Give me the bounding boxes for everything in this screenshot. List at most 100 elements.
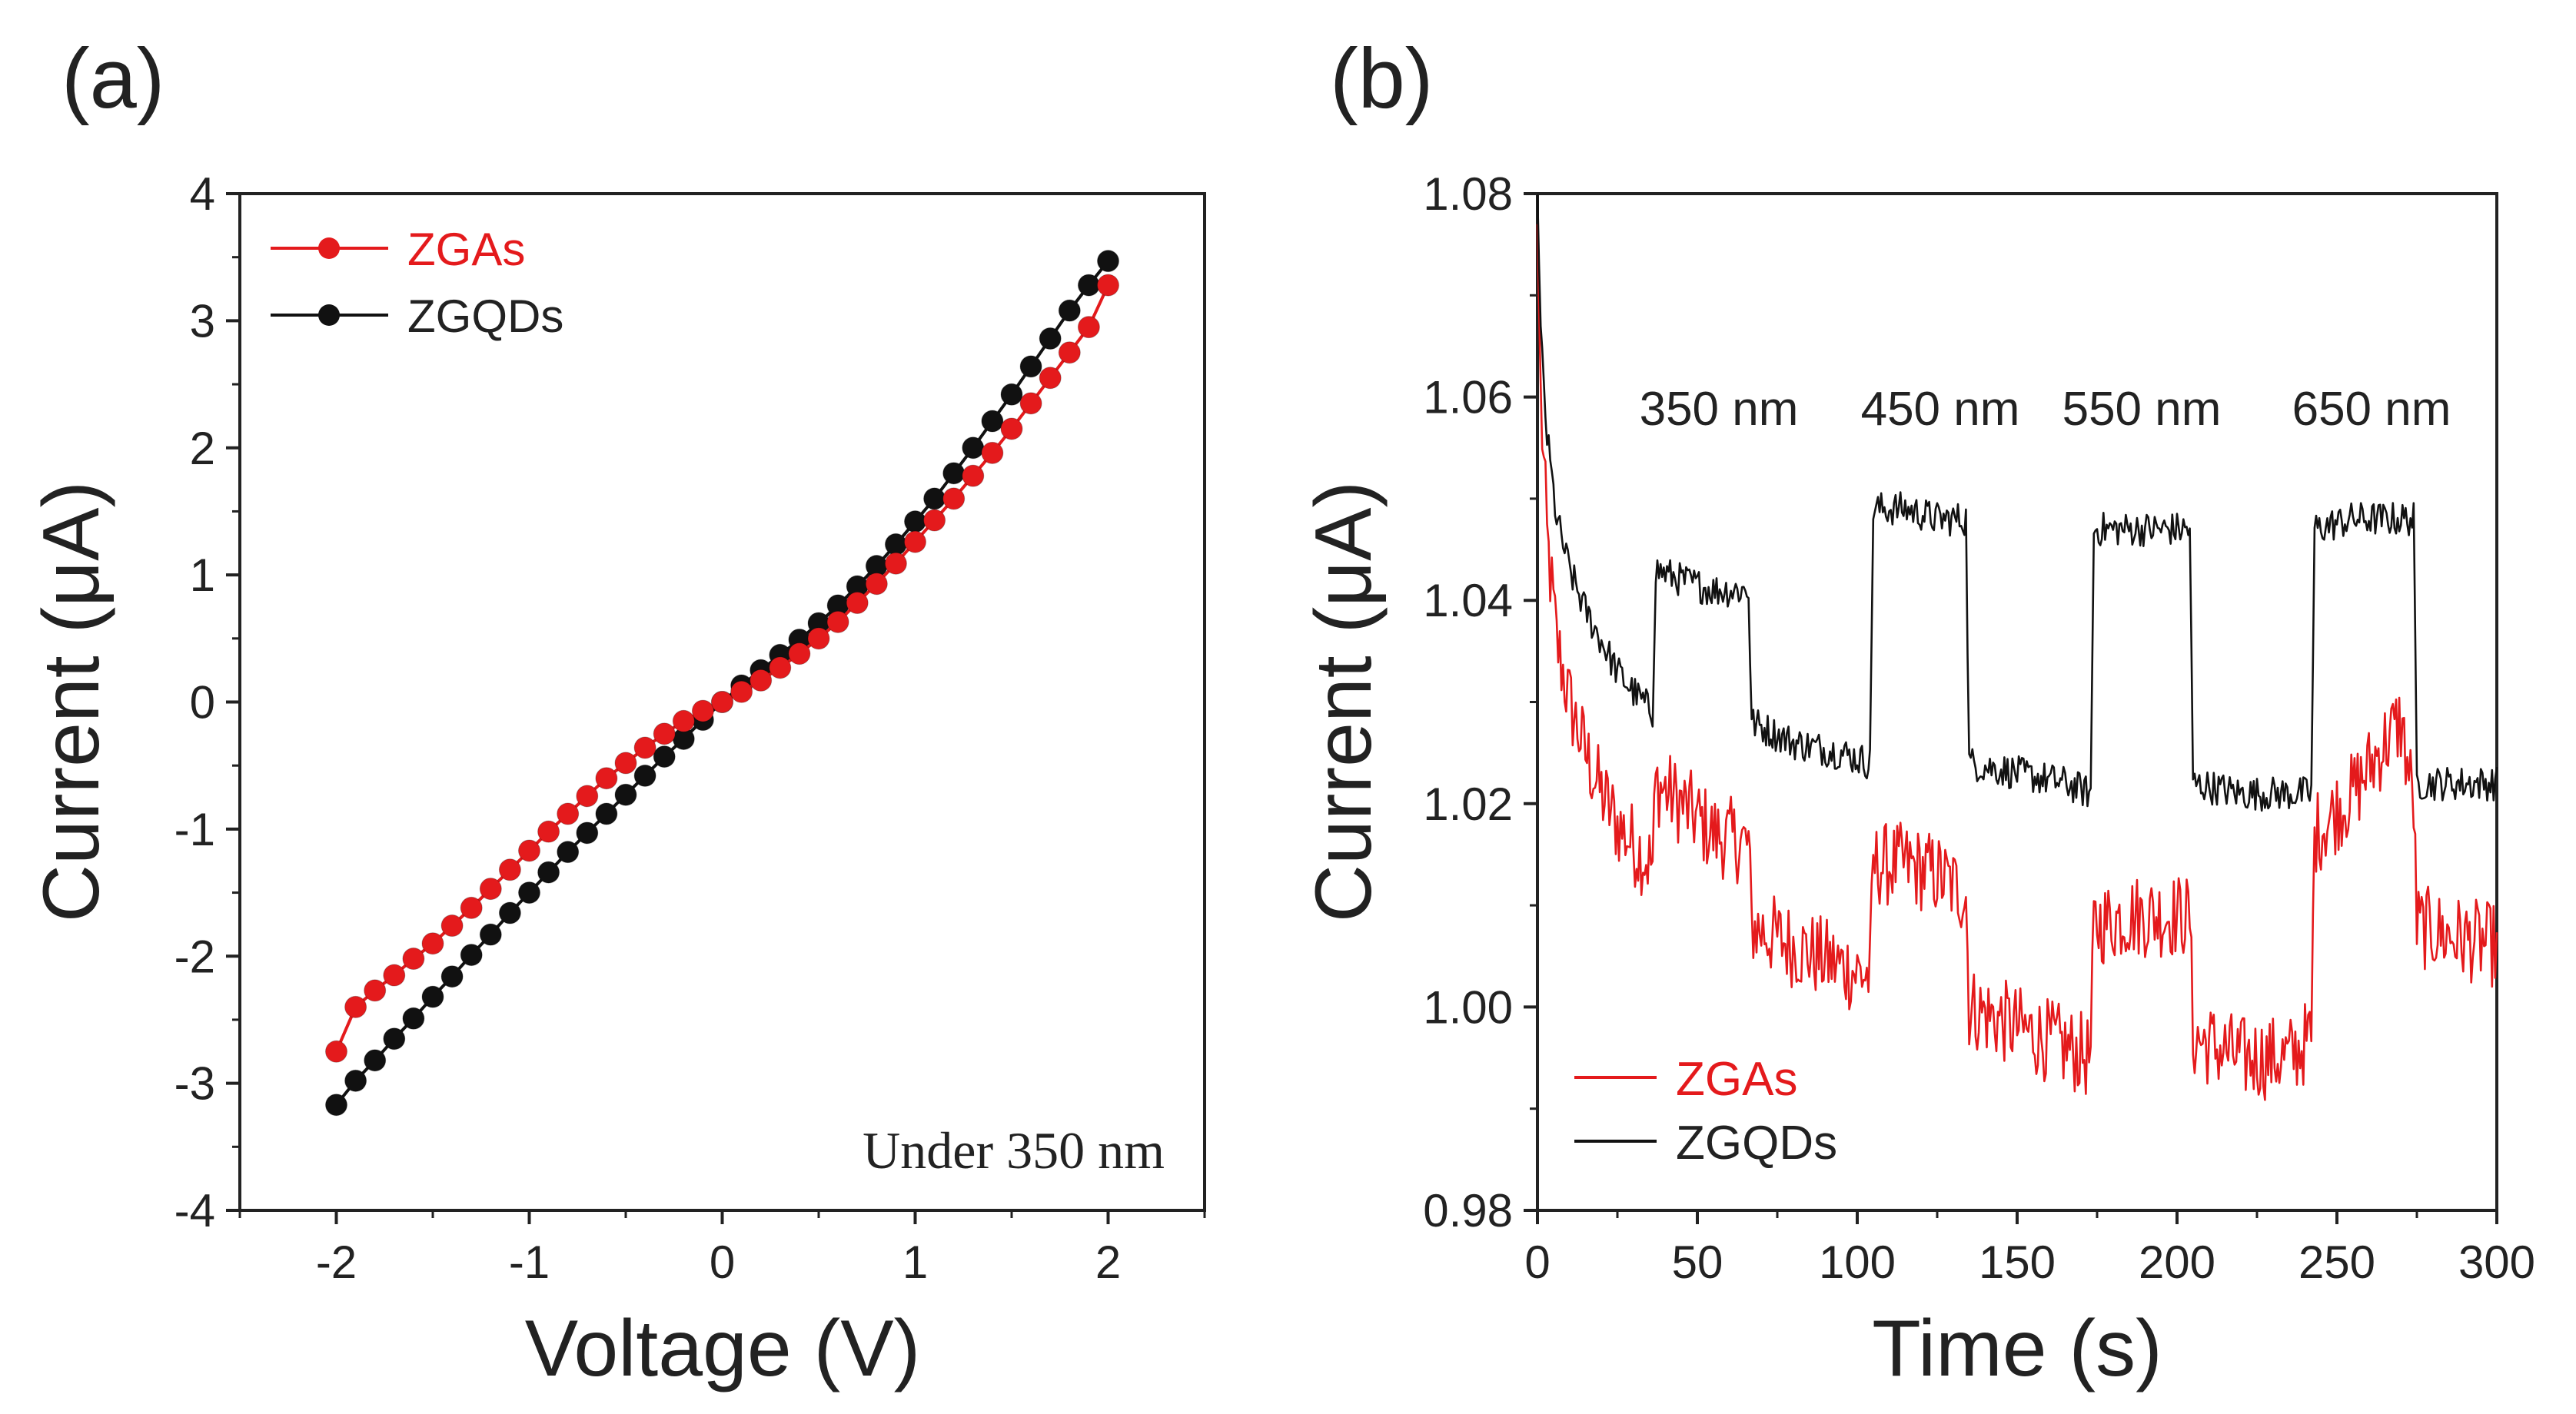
data-point-zgas <box>691 699 714 722</box>
panel-a-y-tick-label: 4 <box>190 168 215 220</box>
panel-b-x-tick-label: 50 <box>1672 1236 1723 1288</box>
panel-b-y-tick-label: 1.08 <box>1423 168 1513 220</box>
panel-a-y-tick-label: 0 <box>190 677 215 729</box>
panel-a: (a) -2 -1 0 1 2 -4 -3 -2 -1 0 1 2 3 4 Voltage (V) Cur… <box>27 32 1206 1393</box>
data-point-zgqds <box>325 1094 347 1117</box>
data-point-zgqds <box>402 1007 425 1030</box>
data-point-zgas <box>769 656 792 679</box>
data-point-zgas <box>730 680 753 703</box>
data-point-zgas <box>344 995 367 1018</box>
data-point-zgqds <box>1077 274 1100 297</box>
data-point-zgas <box>537 820 560 843</box>
data-point-zgas <box>460 896 483 919</box>
panel-a-y-tick-label: 3 <box>190 295 215 347</box>
data-point-zgqds <box>479 923 502 946</box>
panel-b-ticks: 0 50 100 150 200 250 300 0.98 1.00 1.02 1.04 1.06 1.… <box>1423 168 2535 1288</box>
data-point-zgqds <box>557 841 580 864</box>
data-point-zgqds <box>595 802 618 825</box>
data-point-zgas <box>942 487 966 510</box>
panel-a-y-tick-label: -2 <box>175 931 215 982</box>
data-point-zgqds <box>421 985 444 1008</box>
panel-a-x-tick-label: 2 <box>1095 1236 1121 1288</box>
data-point-zgas <box>672 709 695 732</box>
panel-b-x-tick-label: 250 <box>2298 1236 2375 1288</box>
data-point-zgqds <box>383 1027 406 1051</box>
data-point-zgas <box>904 530 926 553</box>
panel-a-x-tick-label: 0 <box>710 1236 735 1288</box>
annotation-450nm: 450 nm <box>1861 383 2020 436</box>
annotation-550nm: 550 nm <box>2062 383 2222 436</box>
panel-a-x-tick-label: -1 <box>509 1236 550 1288</box>
data-point-zgas <box>1000 417 1023 440</box>
panel-b-x-tick-label: 0 <box>1524 1236 1550 1288</box>
annotation-350nm: 350 nm <box>1640 383 1799 436</box>
data-point-zgas <box>557 802 580 825</box>
panel-b: (b) 0 50 100 150 200 250 300 0.98 1.00 1.02 1.04 1.… <box>1299 32 2535 1393</box>
data-point-zgqds <box>1019 355 1042 378</box>
data-point-zgas <box>576 785 599 808</box>
data-point-zgas <box>1019 392 1042 415</box>
data-point-zgas <box>383 964 406 987</box>
data-point-zgas <box>595 767 618 790</box>
data-point-zgas <box>402 948 425 971</box>
data-point-zgqds <box>633 764 656 787</box>
data-point-zgas <box>421 932 444 955</box>
data-point-zgqds <box>1039 327 1062 350</box>
data-point-zgas <box>865 573 888 596</box>
data-point-zgas <box>498 858 521 881</box>
data-point-zgas <box>1077 316 1100 339</box>
panel-b-y-tick-label: 1.02 <box>1423 778 1513 830</box>
data-point-zgqds <box>962 436 985 460</box>
legend-label-zgas: ZGAs <box>407 224 525 275</box>
data-point-zgas <box>1058 341 1081 364</box>
panel-a-y-tick-label: 1 <box>190 549 215 601</box>
data-point-zgqds <box>498 901 521 924</box>
data-point-zgqds <box>460 944 483 967</box>
data-point-zgas <box>653 722 676 745</box>
data-point-zgas <box>364 979 387 1002</box>
panel-a-x-tick-label: 1 <box>902 1236 928 1288</box>
panel-b-x-tick-label: 150 <box>1979 1236 2056 1288</box>
panel-a-legend: ZGAs ZGQDs <box>271 224 563 342</box>
panel-a-ticks: -2 -1 0 1 2 -4 -3 -2 -1 0 1 2 3 4 <box>175 168 1206 1288</box>
data-point-zgqds <box>364 1049 387 1072</box>
data-point-zgas <box>518 839 540 862</box>
panel-b-label: (b) <box>1330 32 1433 126</box>
panel-b-data-layer <box>1536 193 2498 1101</box>
legend-marker-zgqds <box>318 304 340 326</box>
panel-b-x-tick-label: 300 <box>2458 1236 2535 1288</box>
panel-b-x-tick-label: 200 <box>2139 1236 2215 1288</box>
data-point-zgqds <box>1058 299 1081 322</box>
data-point-zgqds <box>884 533 907 556</box>
data-point-zgqds <box>537 861 560 884</box>
data-point-zgqds <box>653 745 676 768</box>
data-point-zgqds <box>576 822 599 845</box>
panel-a-label: (a) <box>61 32 165 126</box>
data-point-zgas <box>440 914 464 938</box>
panel-a-y-tick-label: 2 <box>190 423 215 474</box>
panel-b-y-tick-label: 1.00 <box>1423 981 1513 1033</box>
panel-a-y-axis-label: Current (μA) <box>27 481 116 922</box>
data-point-zgqds <box>981 410 1004 433</box>
data-point-zgas <box>884 552 907 575</box>
data-point-zgas <box>750 669 773 692</box>
panel-a-y-tick-label: -4 <box>175 1185 215 1236</box>
data-point-zgas <box>923 509 946 532</box>
data-point-zgqds <box>1097 250 1119 273</box>
panel-a-annotation: Under 350 nm <box>863 1121 1165 1180</box>
data-point-zgas <box>1097 274 1119 297</box>
data-point-zgas <box>1039 367 1062 390</box>
series-line-zgas-b <box>1536 224 2498 1101</box>
legend-label-zgas-b: ZGAs <box>1676 1053 1797 1106</box>
data-point-zgas <box>711 691 733 713</box>
panel-a-data-layer <box>325 250 1119 1117</box>
legend-marker-zgas <box>318 237 340 259</box>
data-point-zgqds <box>904 510 926 533</box>
panel-a-y-tick-label: -3 <box>175 1058 215 1110</box>
data-point-zgas <box>788 642 811 666</box>
series-line-zgqds-b <box>1536 193 2498 812</box>
panel-b-legend: ZGAs ZGQDs <box>1574 1053 1837 1170</box>
data-point-zgqds <box>942 462 966 485</box>
panel-a-y-tick-label: -1 <box>175 804 215 855</box>
data-point-zgas <box>479 878 502 901</box>
